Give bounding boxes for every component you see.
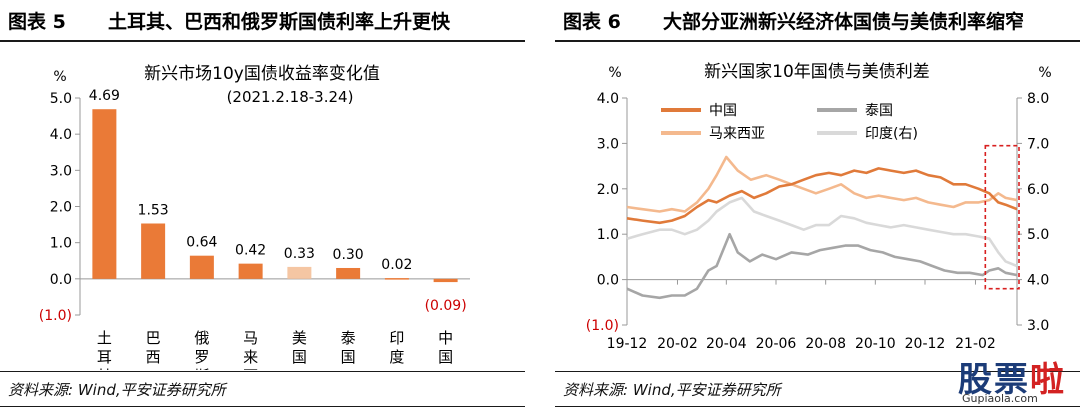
legend-label: 中国 — [709, 103, 737, 119]
x-category-label: 马 — [243, 329, 258, 347]
legend-label: 泰国 — [865, 103, 893, 119]
bar-value-label: 0.02 — [381, 257, 412, 273]
figure-5-source: 资料来源: Wind,平安证券研究所 — [8, 381, 226, 399]
x-category-label: 度 — [389, 348, 404, 366]
x-category-label: 中 — [438, 329, 453, 347]
figure-6-number: 图表 6 — [563, 11, 621, 33]
figure-6-header: 图表 6 大部分亚洲新兴经济体国债与美债利率缩窄 — [555, 0, 1080, 42]
bar-value-label: 0.42 — [235, 243, 266, 259]
chart-subtitle: (2021.2.18-3.24) — [227, 88, 354, 106]
bar — [287, 266, 312, 279]
bar — [336, 267, 361, 279]
x-category-label: 罗 — [194, 348, 209, 366]
y-tick-label: 3.0 — [50, 163, 72, 179]
figure-5-number: 图表 5 — [8, 11, 66, 33]
bar — [141, 223, 166, 279]
legend-label: 印度(右) — [865, 126, 918, 142]
figure-5-panel: 图表 5 土耳其、巴西和俄罗斯国债利率上升更快 新兴市场10y国债收益率变化值 (… — [0, 0, 525, 414]
x-category-label: 泰 — [341, 329, 356, 347]
bar — [433, 278, 458, 283]
x-category-label: 国 — [341, 348, 356, 366]
x-category-label: 巴 — [146, 329, 161, 347]
watermark-url: Gupiaola.com — [962, 392, 1038, 405]
bar-value-label: 4.69 — [89, 88, 120, 104]
y-right-tick-label: 7.0 — [1027, 136, 1049, 152]
x-tick-label: 20-12 — [905, 336, 946, 352]
chart-title: 新兴国家10年国债与美债利差 — [704, 62, 930, 82]
x-category-label: 耳 — [97, 348, 112, 366]
y-right-tick-label: 5.0 — [1027, 227, 1049, 243]
y-left-tick-label: 4.0 — [597, 91, 619, 107]
y-tick-label: 5.0 — [50, 91, 72, 107]
x-category-label: 美 — [292, 329, 307, 347]
x-tick-label: 20-04 — [706, 336, 747, 352]
y-tick-label: (1.0) — [39, 308, 72, 324]
bar — [92, 109, 117, 279]
series-line — [626, 155, 1018, 213]
series-line — [626, 167, 1018, 225]
x-category-label: 土 — [97, 329, 112, 347]
x-category-label: 国 — [292, 348, 307, 366]
y-right-tick-label: 4.0 — [1027, 273, 1049, 289]
legend-label: 马来西亚 — [709, 126, 765, 142]
figure-6-footer: 资料来源: Wind,平安证券研究所 — [555, 371, 1080, 407]
bar-value-label: (0.09) — [425, 298, 467, 314]
bar-value-label: 0.64 — [186, 235, 217, 251]
watermark-text: 股票啦 — [958, 352, 1066, 401]
line-chart-svg: 新兴国家10年国债与美债利差% % (1.0) 0.0 1.0 2.0 3.0 4.0 3.0 4… — [586, 62, 1052, 352]
bar-chart-svg: 新兴市场10y国债收益率变化值 (2021.2.18-3.24)% (1.0) 0.0… — [39, 64, 470, 370]
y-right-tick-label: 8.0 — [1027, 91, 1049, 107]
x-tick-label: 20-08 — [805, 336, 846, 352]
bar — [238, 263, 263, 279]
y-left-tick-label: 3.0 — [597, 136, 619, 152]
figure-5-footer: 资料来源: Wind,平安证券研究所 — [0, 371, 525, 407]
y-left-unit: % — [608, 65, 621, 81]
y-axis-unit: % — [53, 69, 66, 85]
figure-6-source: 资料来源: Wind,平安证券研究所 — [563, 381, 781, 399]
x-category-label: 西 — [243, 367, 258, 370]
figure-5-title: 土耳其、巴西和俄罗斯国债利率上升更快 — [108, 11, 451, 33]
bar — [384, 278, 409, 280]
x-tick-label: 19-12 — [607, 336, 648, 352]
bar-value-label: 1.53 — [138, 202, 169, 218]
y-left-tick-label: 2.0 — [597, 182, 619, 198]
y-tick-label: 0.0 — [50, 272, 72, 288]
series-line — [626, 196, 1018, 268]
watermark-highlight-text: 啦 — [1030, 360, 1066, 400]
y-right-unit: % — [1038, 65, 1051, 81]
figure-5-header: 图表 5 土耳其、巴西和俄罗斯国债利率上升更快 — [0, 0, 525, 42]
y-left-tick-label: 0.0 — [597, 273, 619, 289]
x-category-label: 俄 — [194, 329, 209, 347]
x-tick-label: 20-02 — [657, 336, 698, 352]
highlight-box — [984, 144, 1020, 290]
x-category-label: 西 — [146, 348, 161, 366]
figure-6-panel: 图表 6 大部分亚洲新兴经济体国债与美债利率缩窄 新兴国家10年国债与美债利差%… — [555, 0, 1080, 414]
y-tick-label: 2.0 — [50, 200, 72, 216]
y-left-tick-label: 1.0 — [597, 227, 619, 243]
x-tick-label: 21-02 — [955, 336, 996, 352]
x-category-label: 其 — [97, 367, 112, 370]
figure-6-title: 大部分亚洲新兴经济体国债与美债利率缩窄 — [663, 11, 1025, 33]
watermark-logo: 股票啦 Gupiaola.com — [958, 352, 1076, 412]
x-category-label: 国 — [438, 348, 453, 366]
x-category-label: 来 — [243, 348, 258, 366]
y-tick-label: 1.0 — [50, 236, 72, 252]
watermark-main-text: 股票 — [958, 360, 1030, 400]
series-line — [626, 232, 1018, 300]
y-right-tick-label: 6.0 — [1027, 182, 1049, 198]
x-tick-label: 20-10 — [855, 336, 896, 352]
x-category-label: 斯 — [194, 367, 209, 370]
y-left-tick-label: (1.0) — [586, 318, 619, 334]
bar-value-label: 0.33 — [284, 246, 315, 262]
bar — [189, 255, 214, 279]
y-tick-label: 4.0 — [50, 127, 72, 143]
chart-title: 新兴市场10y国债收益率变化值 — [144, 64, 380, 84]
bar-value-label: 0.30 — [333, 247, 364, 263]
y-right-tick-label: 3.0 — [1027, 318, 1049, 334]
x-tick-label: 20-06 — [756, 336, 797, 352]
x-category-label: 印 — [389, 329, 404, 347]
